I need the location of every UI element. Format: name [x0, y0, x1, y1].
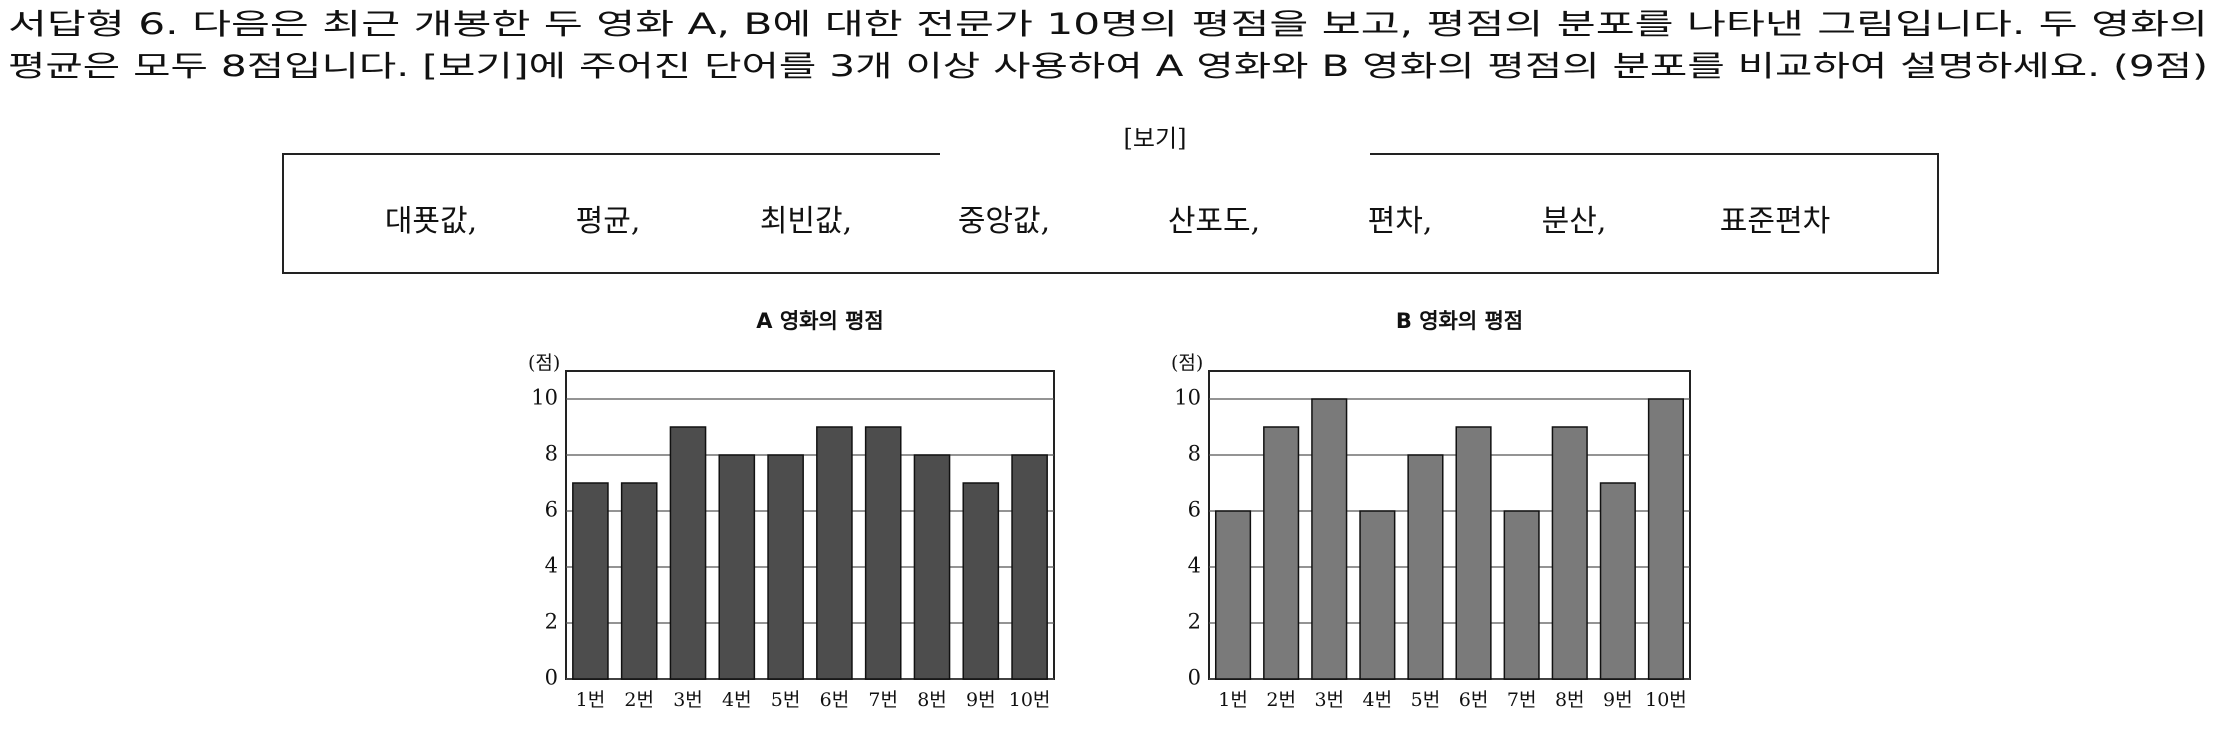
y-tick-label: 6	[1188, 498, 1201, 522]
y-tick-label: 8	[1188, 442, 1201, 466]
y-tick-label: 0	[545, 666, 558, 690]
chart: B 영화의 평점 (점) 0 2 4 6 8 10 1번 2번 3번 4번 5번 6번 7번 8번 9번 10번	[1171, 309, 1691, 711]
word-list: 대푯값, 평균, 최빈값, 중앙값, 산포도, 편차, 분산, 표준편차	[385, 204, 1830, 239]
x-tick-label: 7번	[868, 689, 898, 711]
x-tick-label: 1번	[1218, 689, 1248, 711]
x-tick-label: 7번	[1507, 689, 1537, 711]
y-axis-label: (점)	[528, 352, 560, 374]
x-tick-label: 9번	[1603, 689, 1633, 711]
chart: A 영화의 평점 (점) 0 2 4 6 8 10 1번 2번 3번 4번 5번 6번 7번 8번 9번 10번	[528, 309, 1055, 711]
bar	[1599, 482, 1636, 680]
x-tick-label: 10번	[1009, 689, 1051, 711]
x-tick-label: 8번	[1555, 689, 1585, 711]
word: 평균,	[576, 204, 641, 239]
y-tick-label: 2	[1188, 610, 1201, 634]
bar	[1407, 454, 1444, 680]
y-tick-label: 0	[1188, 666, 1201, 690]
bar	[718, 454, 756, 680]
y-tick-label: 2	[545, 610, 558, 634]
x-tick-label: 1번	[576, 689, 606, 711]
x-tick-label: 6번	[1459, 689, 1489, 711]
bar	[1011, 454, 1048, 680]
y-tick-label: 4	[545, 554, 558, 578]
bar	[620, 482, 658, 680]
bar	[1311, 398, 1348, 680]
bar	[1551, 426, 1588, 680]
bar	[864, 426, 902, 680]
y-axis-label: (점)	[1171, 352, 1203, 374]
x-tick-label: 5번	[1411, 689, 1441, 711]
x-tick-label: 3번	[673, 689, 703, 711]
bar	[816, 426, 853, 680]
question-line: 평균은 모두 8점입니다. [보기]에 주어진 단어를 3개 이상 사용하여 A…	[8, 49, 2208, 83]
word: 산포도,	[1168, 204, 1260, 239]
x-tick-label: 3번	[1314, 689, 1344, 711]
word: 최빈값,	[760, 204, 852, 239]
y-tick-label: 4	[1188, 554, 1201, 578]
bar	[1503, 510, 1540, 680]
y-tick-label: 10	[531, 386, 558, 410]
x-tick-label: 6번	[820, 689, 850, 711]
word: 중앙값,	[958, 204, 1050, 239]
bar	[1214, 510, 1252, 680]
x-tick-label: 2번	[624, 689, 654, 711]
question-line: 서답형 6. 다음은 최근 개봉한 두 영화 A, B에 대한 전문가 10명의…	[8, 7, 2208, 41]
x-tick-label: 9번	[966, 689, 996, 711]
word: 표준편차	[1720, 204, 1830, 239]
bar	[572, 482, 609, 680]
chart-title: A 영화의 평점	[756, 309, 883, 333]
chart-title: B 영화의 평점	[1396, 309, 1523, 333]
word: 편차,	[1368, 204, 1433, 239]
x-tick-label: 8번	[917, 689, 947, 711]
bar	[1263, 426, 1300, 680]
box-title: [보기]	[1124, 125, 1187, 153]
word: 대푯값,	[385, 204, 477, 239]
y-tick-label: 6	[545, 498, 558, 522]
x-tick-label: 10번	[1645, 689, 1687, 711]
x-tick-label: 5번	[771, 689, 801, 711]
x-tick-label: 2번	[1266, 689, 1296, 711]
x-tick-label: 4번	[722, 689, 752, 711]
bar	[669, 426, 707, 680]
bar	[1455, 426, 1492, 680]
y-tick-label: 8	[545, 442, 558, 466]
x-tick-label: 4번	[1363, 689, 1393, 711]
bar	[1359, 510, 1396, 680]
bar	[962, 482, 1000, 680]
bar	[913, 454, 951, 680]
y-tick-label: 10	[1174, 386, 1201, 410]
bar	[1647, 398, 1685, 680]
bar	[767, 454, 804, 680]
word: 분산,	[1542, 204, 1607, 239]
box-frame	[282, 153, 1939, 274]
